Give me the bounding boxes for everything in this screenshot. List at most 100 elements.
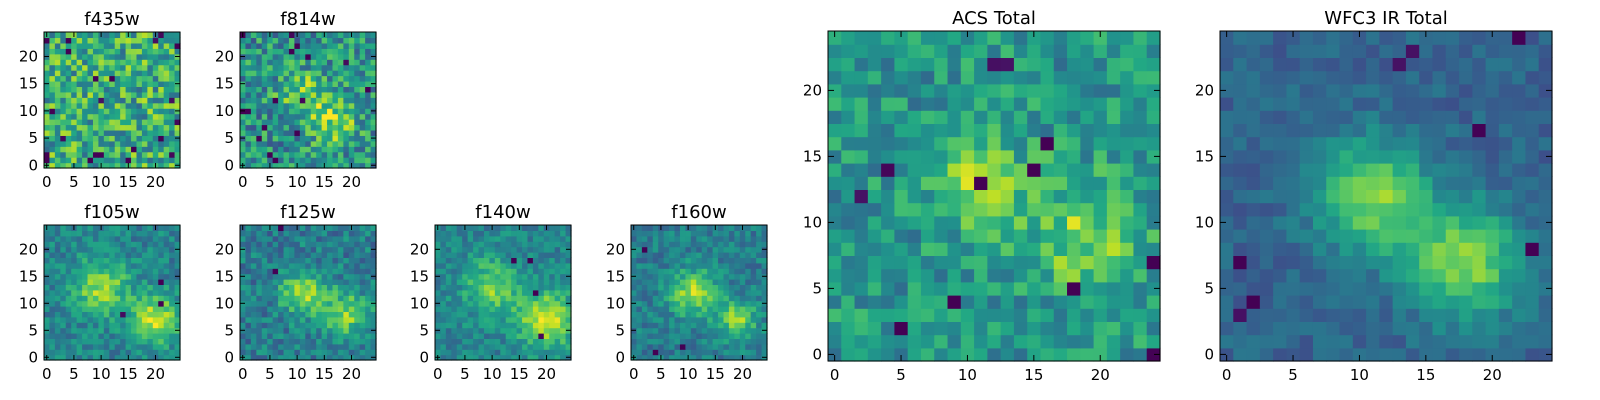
heatmap-cell [272, 306, 279, 312]
heatmap-cell [462, 333, 469, 339]
heatmap-cell [131, 140, 138, 147]
heatmap-cell [647, 273, 654, 280]
heatmap-cell [1379, 255, 1394, 270]
heatmap-cell [565, 343, 572, 350]
heatmap-cell [60, 349, 67, 356]
heatmap-cell [348, 48, 355, 55]
heatmap-cell [332, 262, 339, 269]
heatmap-cell [316, 327, 323, 334]
heatmap-cell [147, 322, 154, 329]
heatmap-cell [49, 316, 56, 323]
heatmap-cell [974, 334, 988, 349]
heatmap-cell [354, 257, 361, 264]
heatmap-cell [522, 300, 529, 307]
heatmap-cell [707, 284, 714, 291]
heatmap-cell [272, 246, 279, 253]
heatmap-cell [652, 349, 659, 356]
heatmap-cell [327, 306, 334, 312]
heatmap-cell [828, 176, 842, 190]
heatmap-cell [652, 311, 659, 318]
heatmap-cell [435, 279, 442, 285]
heatmap-cell [337, 333, 344, 339]
heatmap-cell [370, 230, 377, 237]
heatmap-cell [538, 273, 545, 280]
heatmap-cell [718, 295, 725, 302]
heatmap-cell [516, 262, 523, 269]
heatmap-cell [483, 289, 490, 296]
heatmap-cell [685, 268, 692, 275]
heatmap-cell [54, 338, 61, 345]
heatmap-cell [152, 151, 159, 158]
heatmap-cell [120, 32, 127, 39]
heatmap-cell [1146, 110, 1161, 124]
heatmap-cell [1485, 255, 1500, 270]
heatmap-cell [147, 119, 154, 126]
heatmap-cell [114, 119, 121, 126]
heatmap-cell [647, 246, 654, 253]
heatmap-cell [92, 354, 99, 361]
heatmap-cell [1080, 176, 1095, 190]
heatmap-cell [337, 146, 344, 153]
heatmap-cell [1405, 163, 1420, 177]
heatmap-cell [299, 59, 306, 66]
heatmap-cell [321, 53, 328, 60]
heatmap-cell [554, 289, 561, 296]
heatmap-cell [1538, 229, 1553, 243]
heatmap-cell [327, 246, 334, 253]
heatmap-cell [245, 300, 252, 307]
heatmap-cell [321, 306, 328, 312]
heatmap-cell [299, 91, 306, 98]
heatmap-cell [92, 146, 99, 153]
heatmap-cell [92, 162, 99, 169]
heatmap-cell [169, 273, 176, 280]
heatmap-cell [152, 230, 159, 237]
heatmap-cell [288, 289, 295, 296]
heatmap-cell [131, 102, 138, 109]
heatmap-cell [267, 306, 274, 312]
heatmap-cell [451, 349, 458, 356]
heatmap-cell [658, 241, 665, 248]
heatmap-cell [98, 75, 105, 82]
heatmap-cell [103, 59, 110, 66]
heatmap-cell [511, 289, 518, 296]
heatmap-cell [756, 257, 763, 264]
heatmap-cell [131, 354, 138, 361]
heatmap-cell [532, 311, 539, 318]
heatmap-cell [456, 322, 463, 329]
heatmap-cell [261, 80, 268, 87]
heatmap-cell [240, 119, 247, 126]
heatmap-cell [120, 97, 127, 104]
heatmap-cell [87, 262, 94, 269]
heatmap-cell [288, 146, 295, 153]
heatmap-cell [365, 37, 372, 44]
heatmap-cell [82, 289, 89, 296]
heatmap-cell [974, 110, 988, 124]
heatmap-cell [337, 230, 344, 237]
heatmap-cell [359, 225, 366, 231]
heatmap-cell [1538, 202, 1553, 217]
heatmap-cell [131, 241, 138, 248]
heatmap-cell [131, 289, 138, 296]
heatmap-cell [321, 97, 328, 104]
heatmap-cell [1067, 57, 1081, 72]
heatmap-cell [125, 102, 132, 109]
heatmap-cell [158, 300, 165, 307]
heatmap-cell [60, 80, 67, 87]
heatmap-cell [1512, 295, 1527, 309]
heatmap-cell [761, 333, 768, 339]
heatmap-cell [332, 311, 339, 318]
heatmap-cell [125, 70, 132, 77]
heatmap-cell [141, 124, 148, 131]
heatmap-cell [310, 64, 317, 71]
heatmap-cell [756, 311, 763, 318]
heatmap-cell [881, 347, 895, 362]
heatmap-cell [1013, 229, 1028, 243]
heatmap-cell [49, 124, 56, 131]
heatmap-cell [532, 262, 539, 269]
heatmap-cell [348, 129, 355, 136]
heatmap-cell [674, 338, 681, 345]
heatmap-cell [511, 311, 518, 318]
heatmap-cell [370, 91, 377, 98]
heatmap-cell [881, 136, 895, 151]
heatmap-cell [163, 230, 170, 237]
